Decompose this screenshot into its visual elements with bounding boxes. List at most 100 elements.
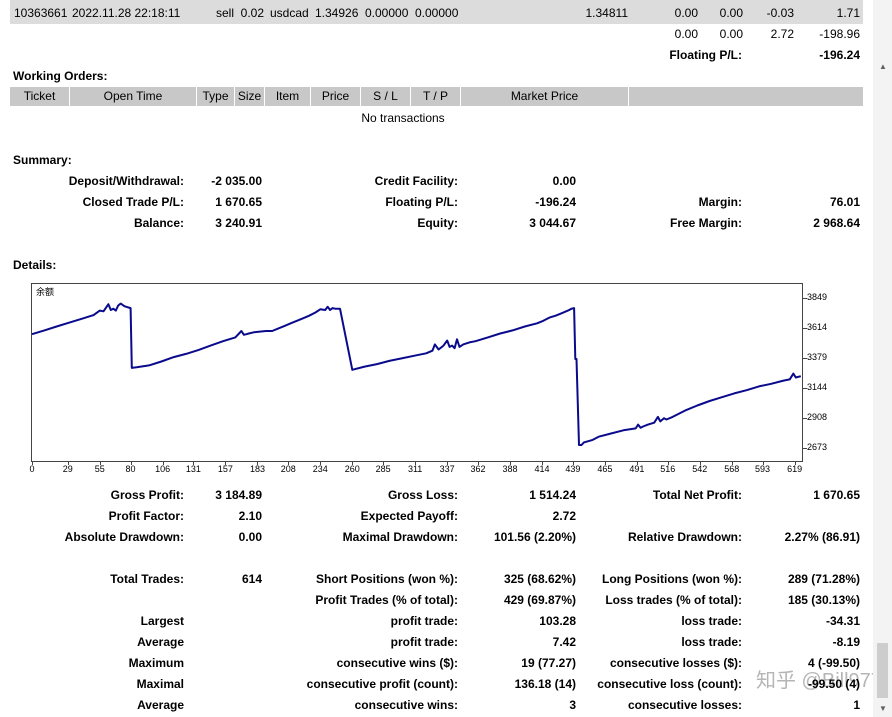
trade-stat-value: -99.50 (4)	[807, 677, 860, 691]
x-tick-mark	[542, 462, 544, 465]
summary-title: Summary:	[13, 153, 72, 167]
y-tick-mark	[803, 328, 807, 330]
total-taxes: 0.00	[719, 27, 743, 41]
stat-label: Maximal Drawdown:	[342, 530, 458, 544]
trade-stat-label: consecutive loss (count):	[597, 677, 742, 691]
x-tick-mark	[636, 462, 638, 465]
x-tick-label: 55	[94, 464, 105, 474]
trade-stat-value: 325 (68.62%)	[503, 572, 576, 586]
x-tick-label: 80	[125, 464, 136, 474]
trade-stat-value: 19 (77.27)	[521, 656, 576, 670]
x-tick-mark	[257, 462, 259, 465]
summary-label: Margin:	[698, 195, 742, 209]
y-tick-label: 3614	[807, 322, 828, 333]
x-tick-label: 568	[724, 464, 740, 474]
x-tick-mark	[225, 462, 227, 465]
trade-stat-value: 136.18 (14)	[514, 677, 576, 691]
stat-value: 2.72	[552, 509, 576, 523]
trade-stat-label: Long Positions (won %):	[602, 572, 742, 586]
stat-value: 0.00	[238, 530, 262, 544]
x-tick-mark	[731, 462, 733, 465]
x-tick-mark	[193, 462, 195, 465]
x-tick-mark	[130, 462, 132, 465]
no-transactions-text: No transactions	[361, 111, 445, 125]
details-title: Details:	[13, 258, 57, 272]
trade-stat-label: consecutive losses ($):	[609, 656, 742, 670]
working-orders-header: Ticket Open Time Type Size Item Price S …	[10, 87, 863, 106]
x-tick-mark	[288, 462, 290, 465]
col-item: Item	[265, 87, 311, 106]
y-tick-label: 3849	[807, 292, 828, 303]
trade-stat-value: 1	[853, 698, 860, 712]
trade-stat-label: Largest	[140, 614, 184, 628]
summary-value: 3 240.91	[215, 216, 262, 230]
stat-value: 1 514.24	[529, 488, 576, 502]
summary-value: -196.24	[535, 195, 576, 209]
y-tick-mark	[803, 417, 807, 419]
open-trade-row	[10, 0, 863, 24]
trade-profit: 1.71	[836, 6, 860, 20]
floating-pl-label: Floating P/L:	[669, 48, 742, 62]
x-tick-label: 285	[375, 464, 391, 474]
x-tick-label: 414	[534, 464, 550, 474]
x-tick-label: 542	[692, 464, 708, 474]
scrollbar-thumb[interactable]	[877, 643, 888, 698]
trade-price: 1.34926	[315, 6, 359, 20]
stat-label: Absolute Drawdown:	[64, 530, 184, 544]
vertical-scrollbar[interactable]	[873, 0, 892, 717]
x-tick-label: 106	[155, 464, 171, 474]
x-tick-label: 491	[629, 464, 645, 474]
x-tick-label: 465	[597, 464, 613, 474]
trade-stat-value: 3	[569, 698, 576, 712]
x-tick-label: 260	[344, 464, 360, 474]
x-tick-mark	[762, 462, 764, 465]
y-tick-label: 2908	[807, 411, 828, 422]
y-tick-label: 3144	[807, 381, 828, 392]
x-tick-mark	[320, 462, 322, 465]
total-commission: 0.00	[674, 27, 698, 41]
x-tick-mark	[352, 462, 354, 465]
scroll-down-arrow-icon[interactable]: ▼	[879, 704, 887, 713]
summary-value: 1 670.65	[215, 195, 262, 209]
trade-stat-label: Total Trades:	[110, 572, 184, 586]
stat-label: Total Net Profit:	[652, 488, 742, 502]
trade-stat-value: 4 (-99.50)	[807, 656, 860, 670]
trade-stat-label: consecutive profit (count):	[306, 677, 458, 691]
trade-ticket: 10363661	[14, 6, 68, 20]
working-orders-title: Working Orders:	[13, 69, 108, 83]
y-tick-mark	[803, 357, 807, 359]
stat-label: Expected Payoff:	[360, 509, 458, 523]
stat-value: 2.27% (86.91)	[784, 530, 860, 544]
x-tick-mark	[67, 462, 69, 465]
x-tick-mark	[383, 462, 385, 465]
stat-label: Gross Loss:	[387, 488, 458, 502]
trade-stat-label: consecutive wins:	[354, 698, 458, 712]
x-tick-mark	[699, 462, 701, 465]
stat-value: 3 184.89	[215, 488, 262, 502]
trade-market-price: 1.34811	[585, 6, 629, 20]
stat-value: 1 670.65	[813, 488, 860, 502]
total-profit: -198.96	[819, 27, 860, 41]
summary-label: Deposit/Withdrawal:	[68, 174, 184, 188]
x-tick-label: 234	[312, 464, 328, 474]
balance-chart: 余额	[31, 283, 803, 462]
x-tick-mark	[604, 462, 606, 465]
trade-tp: 0.00000	[415, 6, 459, 20]
trade-stat-label: loss trade:	[681, 635, 742, 649]
balance-chart-svg: 余额	[32, 286, 802, 446]
x-tick-label: 388	[502, 464, 518, 474]
x-tick-label: 131	[185, 464, 201, 474]
trade-sl: 0.00000	[365, 6, 409, 20]
trade-stat-label: consecutive wins ($):	[336, 656, 458, 670]
summary-value: 3 044.67	[529, 216, 576, 230]
x-tick-label: 0	[29, 464, 35, 474]
chart-title: 余额	[36, 286, 54, 298]
scroll-up-arrow-icon[interactable]: ▲	[879, 62, 887, 71]
trade-stat-value: 185 (30.13%)	[787, 593, 860, 607]
trade-stat-value: 7.42	[552, 635, 576, 649]
trade-stat-label: loss trade:	[681, 614, 742, 628]
col-type: Type	[197, 87, 235, 106]
summary-label: Free Margin:	[669, 216, 742, 230]
summary-label: Credit Facility:	[374, 174, 458, 188]
y-tick-mark	[803, 298, 807, 300]
